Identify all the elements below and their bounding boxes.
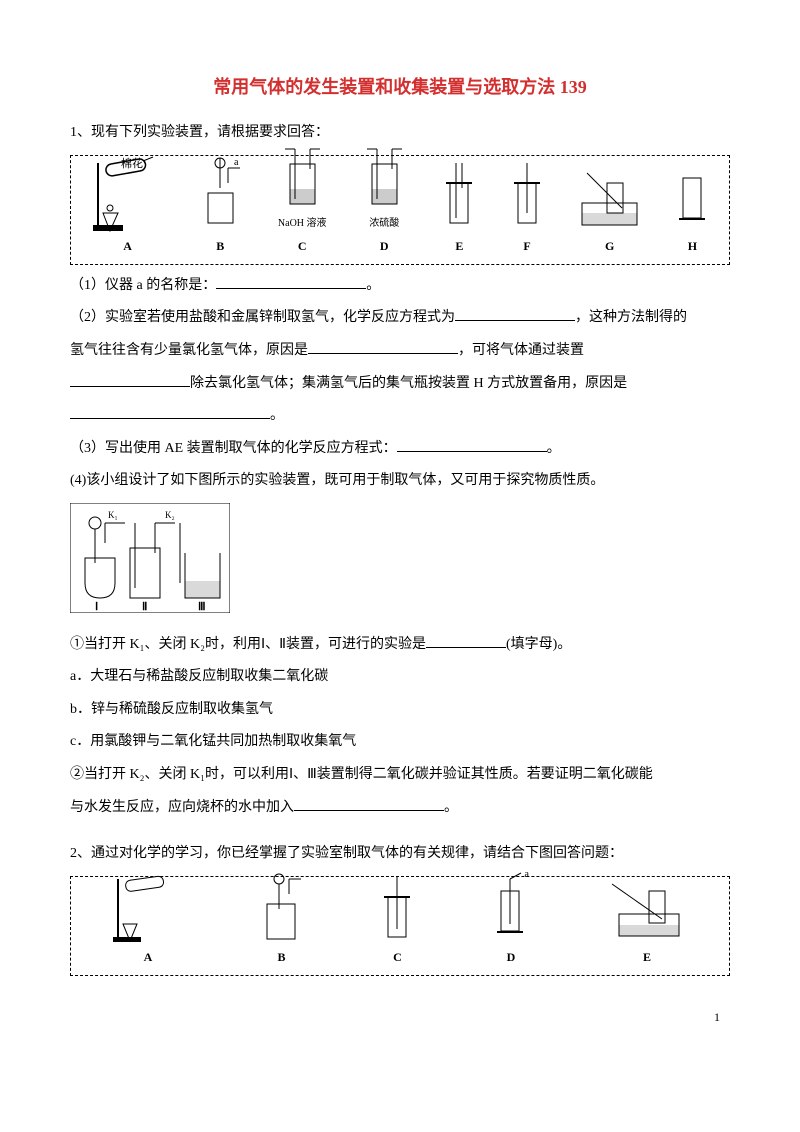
- label-d: D: [380, 235, 389, 258]
- q1-opt-b: b．锌与稀硫酸反应制取收集氢气: [70, 697, 730, 724]
- q2-diagram: A B C a D: [70, 876, 730, 976]
- blank: [70, 405, 270, 419]
- q2-label-c: C: [393, 946, 402, 969]
- q1-p2d: ，可将气体通过装置: [458, 343, 584, 358]
- apparatus-c: NaOH 溶液 C: [278, 134, 327, 258]
- svg-text:a: a: [234, 157, 239, 168]
- blank: [308, 340, 458, 354]
- acid-label: 浓硫酸: [369, 214, 399, 233]
- q2-apparatus-b: B: [259, 869, 304, 969]
- q1-p4-1: ①当打开 K₁、关闭 K₂时，利用Ⅰ、Ⅱ装置，可进行的实验是 (填字母)。: [70, 632, 730, 659]
- label-g: G: [605, 235, 614, 258]
- q2-label-a: A: [144, 946, 153, 969]
- q1-p42b: 与水发生反应，应向烧杯的水中加入: [70, 800, 294, 815]
- q1-p2c: 氢气往往含有少量氯化氢气体，原因是: [70, 343, 308, 358]
- svg-text:Ⅲ: Ⅲ: [198, 601, 206, 613]
- q1-p3: （3）写出使用 AE 装置制取气体的化学反应方程式： 。: [70, 436, 730, 463]
- q2-label-d: D: [507, 946, 516, 969]
- blank: [426, 634, 506, 648]
- q2-a-annot: a: [525, 865, 529, 884]
- blank: [70, 373, 190, 387]
- svg-text:Ⅱ: Ⅱ: [142, 601, 147, 613]
- q1-p2-line2: 氢气往往含有少量氯化氢气体，原因是 ，可将气体通过装置: [70, 338, 730, 365]
- q1-p1a-text: （1）仪器 a 的名称是：: [70, 278, 216, 293]
- q1-diagram: 棉花 A a B NaOH 溶液 C: [70, 155, 730, 265]
- q1-opt-a: a．大理石与稀盐酸反应制取收集二氧化碳: [70, 664, 730, 691]
- q1-p4-2a: ②当打开 K₂、关闭 K₁时，可以利用Ⅰ、Ⅲ装置制得二氧化碳并验证其性质。若要证…: [70, 762, 730, 789]
- q1-p41b: (填字母)。: [506, 637, 571, 652]
- q2-label-e: E: [643, 946, 651, 969]
- label-b: B: [216, 235, 224, 258]
- q2-apparatus-a: A: [113, 869, 183, 969]
- q1-p1b-text: 。: [366, 278, 380, 293]
- q1-p2a: （2）实验室若使用盐酸和金属锌制取氢气，化学反应方程式为: [70, 310, 455, 325]
- q2-apparatus-c: C: [380, 869, 415, 969]
- label-c: C: [298, 235, 307, 258]
- q1-opt-c: c．用氯酸钾与二氧化锰共同加热制取收集氧气: [70, 729, 730, 756]
- apparatus-d: 浓硫酸 D: [362, 134, 407, 258]
- blank: [397, 438, 547, 452]
- blank: [216, 275, 366, 289]
- q1-p2-line3: 除去氯化氢气体；集满氢气后的集气瓶按装置 H 方式放置备用，原因是: [70, 371, 730, 398]
- apparatus-g: G: [577, 153, 642, 258]
- q1-p3b: 。: [547, 441, 561, 456]
- q1-p1: （1）仪器 a 的名称是： 。: [70, 273, 730, 300]
- q2-apparatus-e: E: [607, 869, 687, 969]
- svg-text:K₁: K₁: [108, 510, 118, 520]
- apparatus-e: E: [442, 153, 477, 258]
- label-h: H: [688, 235, 697, 258]
- q1-p2-line1: （2）实验室若使用盐酸和金属锌制取氢气，化学反应方程式为 ，这种方法制得的: [70, 305, 730, 332]
- q2-label-b: B: [277, 946, 285, 969]
- q1-p41a: ①当打开 K₁、关闭 K₂时，利用Ⅰ、Ⅱ装置，可进行的实验是: [70, 637, 426, 652]
- doc-title: 常用气体的发生装置和收集装置与选取方法 139: [70, 70, 730, 104]
- q2-intro: 2、通过对化学的学习，你已经掌握了实验室制取气体的有关规律，请结合下图回答问题：: [70, 841, 730, 868]
- label-e: E: [455, 235, 463, 258]
- q2-apparatus-d: a D: [491, 869, 531, 969]
- apparatus-a: 棉花 A: [93, 153, 163, 258]
- q1-p2-line4: 。: [70, 403, 730, 430]
- apparatus-b: a B: [198, 153, 243, 258]
- blank: [294, 797, 444, 811]
- svg-text:Ⅰ: Ⅰ: [95, 601, 98, 613]
- q1-small-diagram: K₁ K₂ Ⅰ Ⅱ Ⅲ: [70, 503, 230, 624]
- q1-p2b: ，这种方法制得的: [575, 310, 687, 325]
- page-number: 1: [70, 1006, 730, 1029]
- q1-p2e: 除去氯化氢气体；集满氢气后的集气瓶按装置 H 方式放置备用，原因是: [190, 376, 627, 391]
- q1-p4: (4)该小组设计了如下图所示的实验装置，既可用于制取气体，又可用于探究物质性质。: [70, 468, 730, 495]
- apparatus-f: F: [512, 153, 542, 258]
- label-f: F: [523, 235, 530, 258]
- q1-p2f: 。: [270, 408, 284, 423]
- naoh-label: NaOH 溶液: [278, 214, 327, 233]
- cotton-label: 棉花: [121, 154, 143, 175]
- q1-p4-2b: 与水发生反应，应向烧杯的水中加入 。: [70, 795, 730, 822]
- blank: [455, 307, 575, 321]
- q1-p42c: 。: [444, 800, 458, 815]
- svg-text:K₂: K₂: [165, 510, 175, 520]
- label-a: A: [123, 235, 132, 258]
- q1-p3a: （3）写出使用 AE 装置制取气体的化学反应方程式：: [70, 441, 397, 456]
- apparatus-h: H: [677, 153, 707, 258]
